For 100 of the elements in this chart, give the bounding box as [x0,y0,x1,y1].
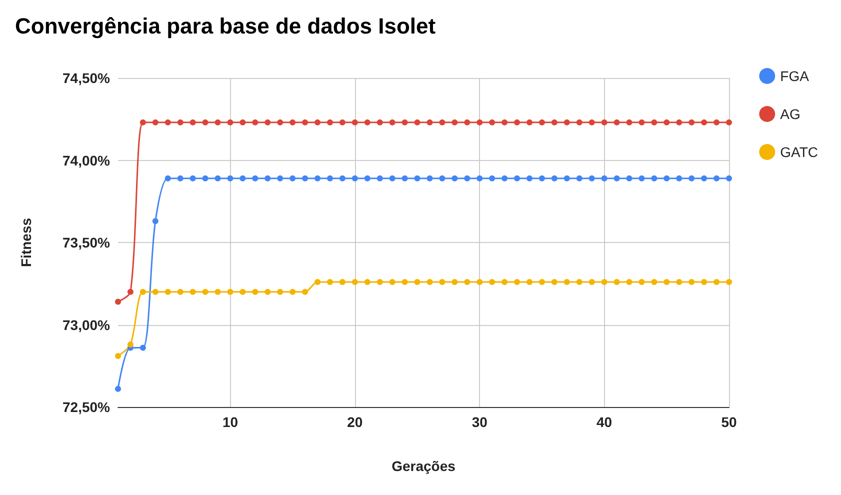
point [638,175,645,182]
point [314,175,321,182]
point [564,278,570,285]
point [601,175,608,182]
point [502,175,508,182]
point [676,175,682,182]
x-tick-label: 10 [222,414,238,430]
point [240,175,246,182]
point [426,278,433,285]
point [190,119,196,126]
point [588,278,595,285]
point [701,119,708,126]
y-tick-label: 73,50% [62,234,111,250]
point [664,175,670,182]
legend-label: FGA [780,68,810,84]
point [264,119,271,126]
point [664,278,670,285]
point [464,119,470,126]
point [140,119,146,126]
point [202,175,208,182]
point [439,278,446,285]
y-axis-title: Fitness [18,218,34,268]
point [364,119,370,126]
point [364,278,370,285]
point [576,119,582,126]
point [240,288,246,295]
point [714,278,720,285]
point [227,175,234,182]
x-tick-label: 50 [721,414,737,430]
point [464,278,470,285]
point [326,119,333,126]
point [626,278,632,285]
point [526,278,532,285]
point [214,119,221,126]
x-axis-title: Gerações [392,458,456,474]
point [588,175,595,182]
point [426,119,433,126]
point [588,119,595,126]
point [514,278,520,285]
point [402,278,408,285]
point [701,175,708,182]
point [489,278,496,285]
point [538,119,545,126]
point [614,278,620,285]
point [277,119,284,126]
point [439,119,446,126]
point [290,119,296,126]
point [264,175,271,182]
point [664,119,670,126]
point [227,119,234,126]
point [476,278,483,285]
point [726,175,732,182]
point [339,175,346,182]
point [502,278,508,285]
point [601,119,608,126]
point [290,175,296,182]
point [414,119,420,126]
point [464,175,470,182]
chart-title: Convergência para base de dados Isolet [15,14,436,38]
point [476,175,483,182]
point [364,175,370,182]
point [177,288,184,295]
point [352,278,358,285]
point [514,119,520,126]
point [376,278,383,285]
point [538,278,545,285]
point [726,278,732,285]
point [502,119,508,126]
point [152,119,158,126]
point [551,119,558,126]
point [538,175,545,182]
point [688,278,695,285]
point [127,341,134,348]
x-tick-label: 40 [596,414,612,430]
point [439,175,446,182]
point [202,288,208,295]
point [252,288,258,295]
point [314,119,321,126]
point [614,175,620,182]
point [302,288,308,295]
point [676,119,682,126]
point [452,278,458,285]
x-tick-label: 20 [347,414,363,430]
point [402,119,408,126]
point [426,175,433,182]
point [339,278,346,285]
point [376,119,383,126]
point [302,175,308,182]
point [352,119,358,126]
point [476,119,483,126]
point [140,288,146,295]
point [115,298,121,305]
point [140,344,146,351]
point [389,278,396,285]
point [701,278,708,285]
point [302,119,308,126]
point [626,119,632,126]
point [726,119,732,126]
point [402,175,408,182]
point [227,288,234,295]
